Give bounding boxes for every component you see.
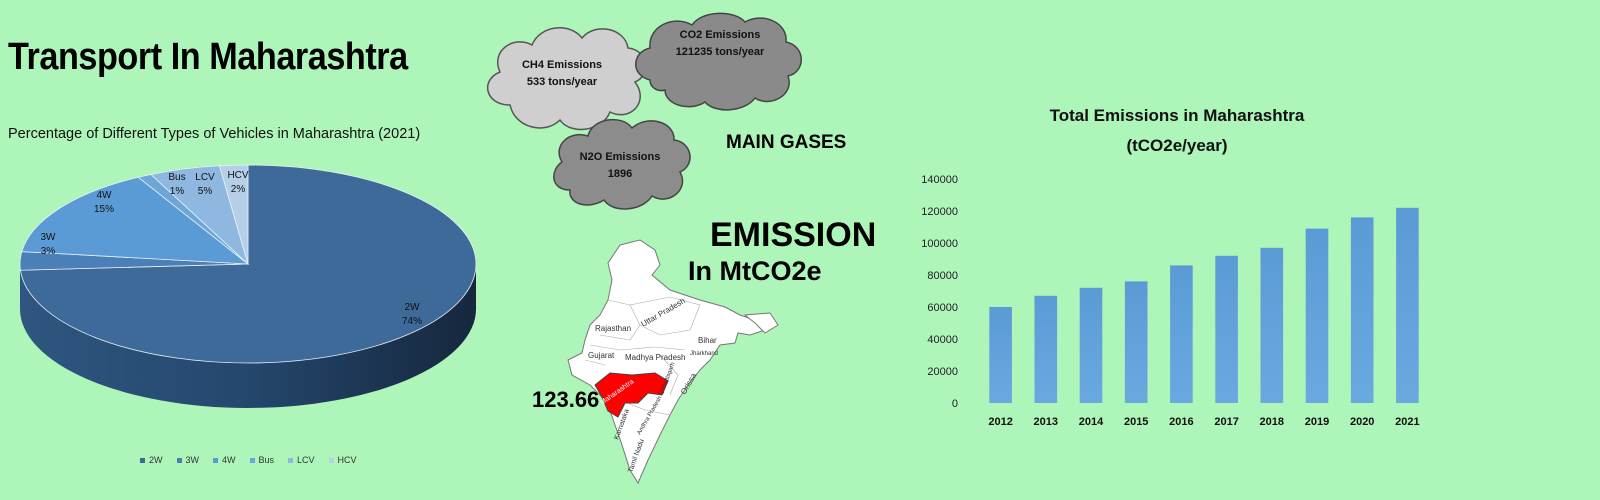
bar-2016	[1170, 265, 1193, 403]
legend-swatch	[176, 458, 182, 464]
legend-item-3w: 3W	[176, 455, 200, 465]
bar-2017	[1215, 255, 1238, 403]
pie-label-2w: 2W	[405, 302, 421, 313]
ch4-line1: CH4 Emissions	[522, 59, 602, 71]
co2-cloud: CO2 Emissions 121235 tons/year	[635, 12, 802, 111]
legend-label: 2W	[149, 455, 163, 465]
legend-label: HCV	[337, 455, 357, 465]
y-tick-label: 140000	[921, 174, 958, 186]
x-tick-label: 2018	[1260, 416, 1284, 428]
n2o-cloud: N2O Emissions 1896	[553, 118, 691, 210]
pie-label-3w: 3W	[41, 232, 57, 243]
pie-label-hcv: HCV	[227, 170, 248, 181]
legend-swatch	[249, 458, 255, 464]
northeast-region	[743, 312, 779, 334]
bar-chart: Total Emissions in Maharashtra (tCO2e/yea…	[921, 106, 1419, 428]
x-tick-label: 2019	[1305, 416, 1329, 428]
main-gases-label: MAIN GASES	[726, 132, 847, 153]
pie-value-lcv: 5%	[198, 186, 213, 197]
legend-label: 3W	[185, 455, 200, 465]
n2o-line2: 1896	[608, 168, 632, 180]
y-tick-label: 0	[952, 398, 958, 410]
y-tick-label: 60000	[927, 302, 958, 314]
pie-value-hcv: 2%	[231, 184, 246, 195]
x-tick-label: 2020	[1350, 416, 1374, 428]
page-title: Transport In Maharashtra	[8, 36, 408, 78]
x-tick-label: 2013	[1034, 416, 1058, 428]
ch4-cloud: CH4 Emissions 533 tons/year	[486, 27, 647, 131]
y-tick-label: 100000	[921, 238, 958, 250]
bar-chart-title: Total Emissions in Maharashtra	[1050, 106, 1305, 125]
bar-2018	[1260, 247, 1284, 403]
legend-swatch	[213, 458, 218, 464]
map-label-gujarat: Gujarat	[588, 351, 615, 360]
gas-clouds: CH4 Emissions 533 tons/year CO2 Emission…	[486, 12, 802, 210]
legend-label: LCV	[297, 455, 315, 465]
pie-slice-4w	[21, 176, 250, 265]
map-label-mp: Madhya Pradesh	[625, 353, 685, 362]
y-tick-label: 80000	[927, 270, 958, 282]
pie-label-4w: 4W	[97, 190, 113, 201]
ch4-line2: 533 tons/year	[527, 76, 598, 88]
legend-item-4w: 4W	[213, 455, 236, 465]
pie-chart: 2W 74% 3W 3% 4W 15% Bus 1% LCV 5% HCV 2%	[19, 164, 477, 408]
pie-label-bus: Bus	[168, 172, 185, 183]
y-tick-label: 20000	[927, 366, 958, 378]
legend-label: 4W	[222, 455, 236, 465]
bar-2013	[1034, 295, 1058, 403]
map-label-bihar: Bihar	[698, 336, 717, 345]
y-tick-label: 40000	[927, 334, 958, 346]
legend-swatch	[288, 458, 294, 464]
x-tick-label: 2014	[1079, 416, 1104, 428]
legend-swatch	[328, 458, 334, 464]
co2-line1: CO2 Emissions	[680, 29, 761, 41]
pie-legend: 2W 3W 4W Bus LCV HCV	[140, 455, 357, 465]
legend-swatch	[140, 458, 145, 464]
map-emission-value: 123.66	[532, 387, 600, 412]
y-tick-label: 120000	[921, 206, 958, 218]
bar-2012	[989, 307, 1012, 403]
x-tick-label: 2012	[988, 416, 1012, 428]
india-map: Rajasthan Uttar Pradesh Bihar Gujarat Ma…	[567, 239, 779, 485]
map-label-rajasthan: Rajasthan	[595, 324, 631, 333]
bar-2020	[1350, 217, 1374, 403]
co2-line2: 121235 tons/year	[676, 46, 765, 58]
pie-label-lcv: LCV	[195, 172, 215, 183]
x-tick-label: 2015	[1124, 416, 1148, 428]
x-tick-label: 2016	[1169, 416, 1193, 428]
legend-item-hcv: HCV	[328, 455, 357, 465]
legend-item-2w: 2W	[140, 455, 163, 465]
legend-item-lcv: LCV	[288, 455, 315, 465]
emission-unit: In MtCO2e	[688, 256, 822, 286]
bar-2021	[1396, 207, 1419, 403]
x-tick-label: 2017	[1214, 416, 1238, 428]
legend-label: Bus	[258, 455, 275, 465]
legend-item-bus: Bus	[249, 455, 275, 465]
pie-value-2w: 74%	[402, 316, 422, 327]
pie-value-3w: 3%	[41, 246, 56, 257]
x-tick-label: 2021	[1395, 416, 1419, 428]
pie-side-wall	[20, 264, 476, 408]
pie-value-bus: 1%	[170, 186, 185, 197]
pie-value-4w: 15%	[94, 204, 114, 215]
pie-chart-title: Percentage of Different Types of Vehicle…	[8, 126, 421, 142]
map-label-jharkhand: Jharkhand	[690, 351, 718, 357]
bar-2014	[1079, 287, 1103, 403]
bar-2019	[1305, 228, 1329, 403]
pie-slice-hcv	[218, 164, 249, 265]
emission-heading: EMISSION	[710, 216, 877, 254]
bar-chart-subtitle: (tCO2e/year)	[1126, 136, 1227, 155]
n2o-line1: N2O Emissions	[580, 151, 661, 163]
maharashtra-highlight	[594, 372, 669, 418]
bar-2015	[1124, 281, 1148, 403]
